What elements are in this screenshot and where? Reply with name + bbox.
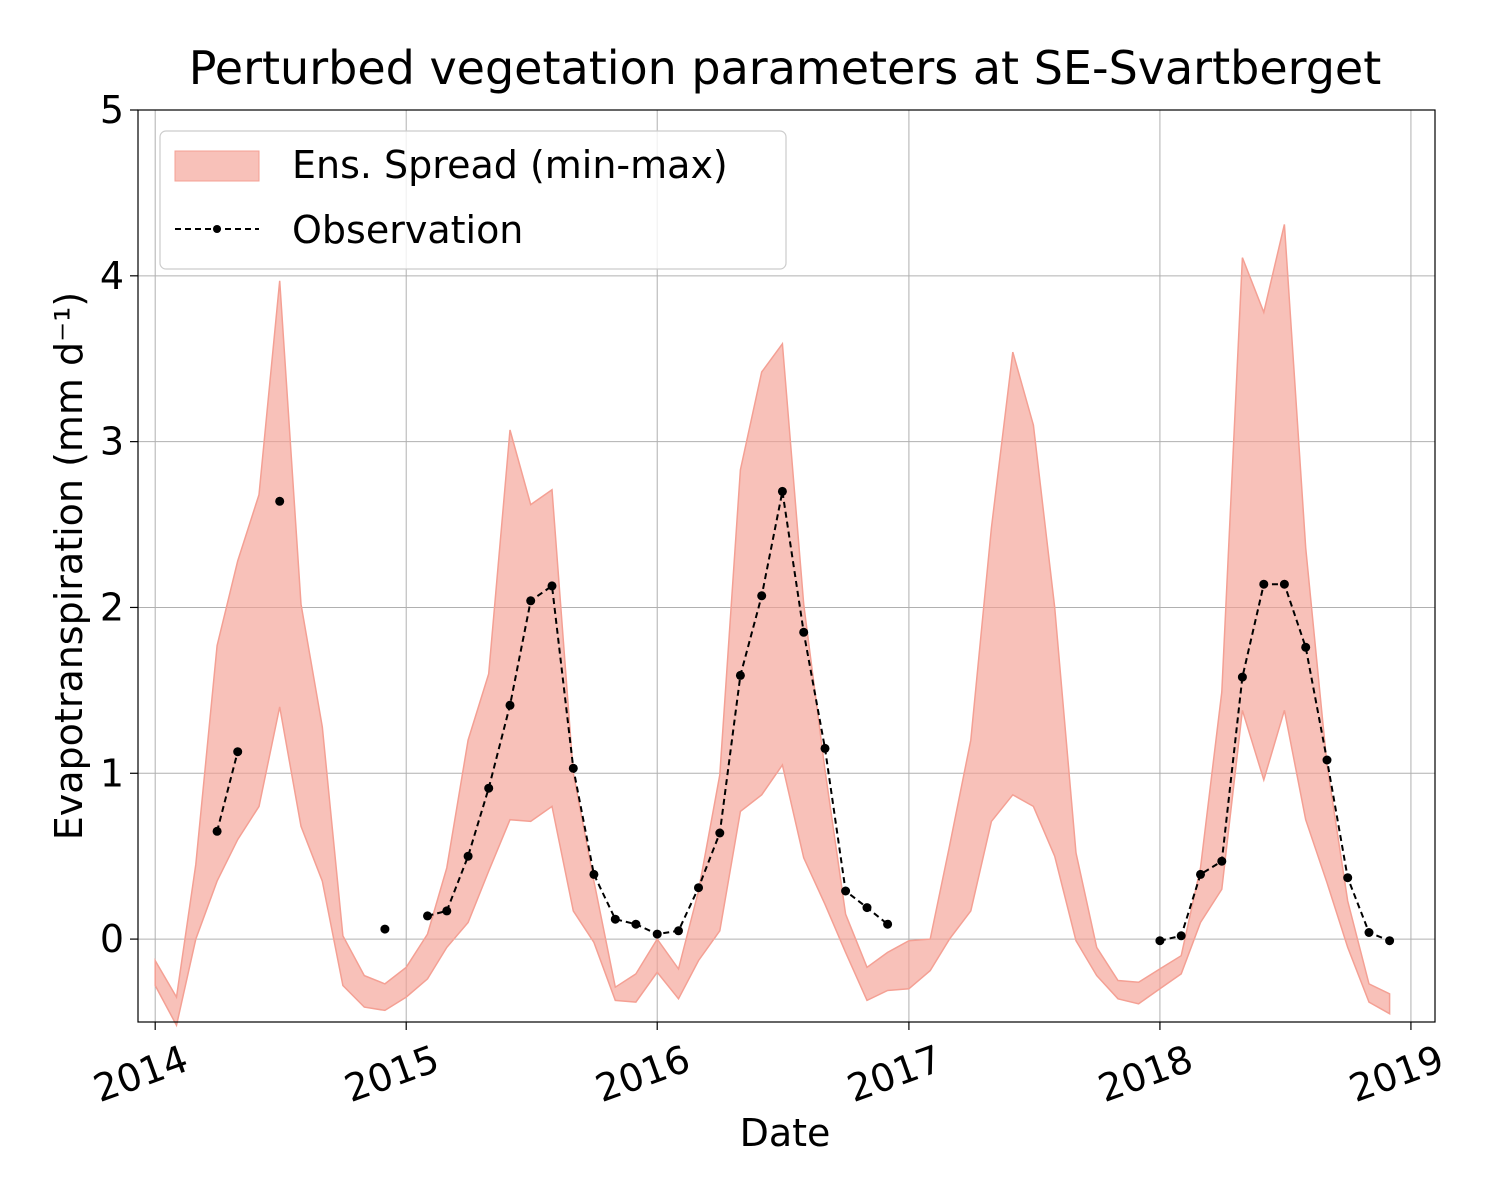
observation-point bbox=[1217, 856, 1227, 866]
y-axis-label: Evapotranspiration (mm d⁻¹) bbox=[47, 292, 91, 840]
observation-point bbox=[799, 627, 809, 637]
observation-point bbox=[777, 486, 787, 496]
observation-point bbox=[547, 581, 557, 591]
observation-line-segment bbox=[216, 751, 239, 832]
y-tick-label: 0 bbox=[100, 917, 124, 961]
legend-label-observation: Observation bbox=[292, 208, 523, 252]
observation-point bbox=[862, 903, 872, 913]
observation-point bbox=[1259, 579, 1269, 589]
chart-title: Perturbed vegetation parameters at SE-Sv… bbox=[189, 41, 1382, 95]
observation-point bbox=[423, 911, 432, 921]
observation-point bbox=[1237, 672, 1247, 682]
observation-point bbox=[1176, 931, 1186, 941]
observation-point bbox=[212, 826, 222, 836]
observation-point bbox=[1279, 579, 1289, 589]
observation-point bbox=[883, 919, 893, 929]
observation-point bbox=[715, 828, 725, 838]
y-tick-label: 3 bbox=[100, 420, 124, 464]
observation-point bbox=[568, 763, 578, 773]
observation-point bbox=[735, 670, 745, 680]
observation-point bbox=[820, 743, 830, 753]
x-axis-label: Date bbox=[740, 1111, 831, 1155]
observation-point bbox=[757, 591, 767, 601]
observation-point bbox=[505, 700, 515, 710]
observation-point bbox=[442, 906, 452, 916]
observation-point bbox=[275, 496, 285, 506]
legend-box bbox=[159, 130, 787, 270]
observation-point bbox=[674, 926, 683, 936]
observation-point bbox=[380, 924, 390, 934]
plot-area-frame bbox=[137, 109, 1436, 1023]
observation-series bbox=[212, 486, 1395, 946]
observation-point bbox=[1196, 869, 1205, 879]
observation-line-segment bbox=[1159, 583, 1390, 942]
observation-point bbox=[1364, 928, 1374, 937]
observation-point bbox=[463, 851, 473, 861]
y-tick-label: 5 bbox=[100, 88, 124, 132]
y-tick-label: 2 bbox=[100, 585, 124, 629]
y-axis-ticks: 0 1 2 3 4 5 bbox=[100, 88, 138, 961]
y-tick-label: 1 bbox=[100, 751, 124, 795]
observation-point bbox=[1343, 873, 1353, 883]
observation-point bbox=[652, 929, 662, 939]
legend-band-swatch bbox=[174, 150, 260, 182]
observation-point bbox=[589, 869, 599, 879]
observation-point bbox=[526, 596, 536, 606]
observation-point bbox=[233, 747, 243, 757]
observation-point bbox=[694, 883, 703, 893]
ensemble-spread-band bbox=[154, 224, 1391, 1028]
observation-point bbox=[841, 886, 851, 896]
legend: Ens. Spread (min-max) Observation bbox=[159, 130, 787, 270]
observation-point bbox=[484, 783, 494, 793]
observation-point bbox=[1155, 936, 1165, 946]
observation-point bbox=[610, 914, 620, 924]
observation-point bbox=[1385, 936, 1395, 946]
observation-point bbox=[1301, 642, 1311, 652]
legend-observation-marker bbox=[213, 225, 221, 233]
observation-point bbox=[631, 919, 641, 929]
y-tick-label: 4 bbox=[100, 254, 124, 298]
observation-point bbox=[1322, 755, 1332, 765]
spread-band-area bbox=[154, 224, 1391, 1028]
legend-label-spread: Ens. Spread (min-max) bbox=[292, 143, 728, 187]
